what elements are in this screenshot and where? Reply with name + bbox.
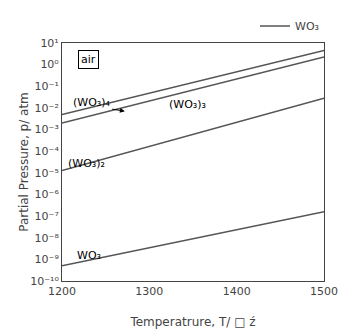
svg-text:1400: 1400 [223,285,251,298]
svg-text:10⁻⁴: 10⁻⁴ [35,145,60,158]
svg-text:1500: 1500 [310,285,338,298]
svg-text:Partial Pressure, p/ atm: Partial Pressure, p/ atm [17,92,31,232]
svg-text:10⁻¹: 10⁻¹ [35,80,59,93]
svg-text:10⁻³: 10⁻³ [35,123,59,136]
svg-text:(WO₃)₃: (WO₃)₃ [169,98,206,111]
svg-text:10¹: 10¹ [40,37,58,50]
svg-text:Temperatrure, T/ □ ź: Temperatrure, T/ □ ź [129,315,255,329]
svg-text:10⁻⁹: 10⁻⁹ [35,253,59,266]
svg-text:1300: 1300 [135,285,163,298]
svg-text:(WO₃)₂: (WO₃)₂ [68,157,105,170]
svg-text:10⁻¹⁰: 10⁻¹⁰ [30,275,59,288]
svg-text:10⁰: 10⁰ [40,58,59,71]
svg-text:WO₃: WO₃ [77,249,101,262]
svg-text:10⁻⁸: 10⁻⁸ [35,232,60,245]
svg-text:(WO₃)₄: (WO₃)₄ [73,96,111,109]
svg-text:10⁻⁷: 10⁻⁷ [35,210,59,223]
svg-text:air: air [81,53,96,66]
svg-text:10⁻⁶: 10⁻⁶ [35,188,60,201]
svg-text:WO₃: WO₃ [295,20,319,33]
svg-text:10⁻²: 10⁻² [35,102,59,115]
svg-text:10⁻⁵: 10⁻⁵ [35,167,59,180]
svg-text:1200: 1200 [48,285,76,298]
